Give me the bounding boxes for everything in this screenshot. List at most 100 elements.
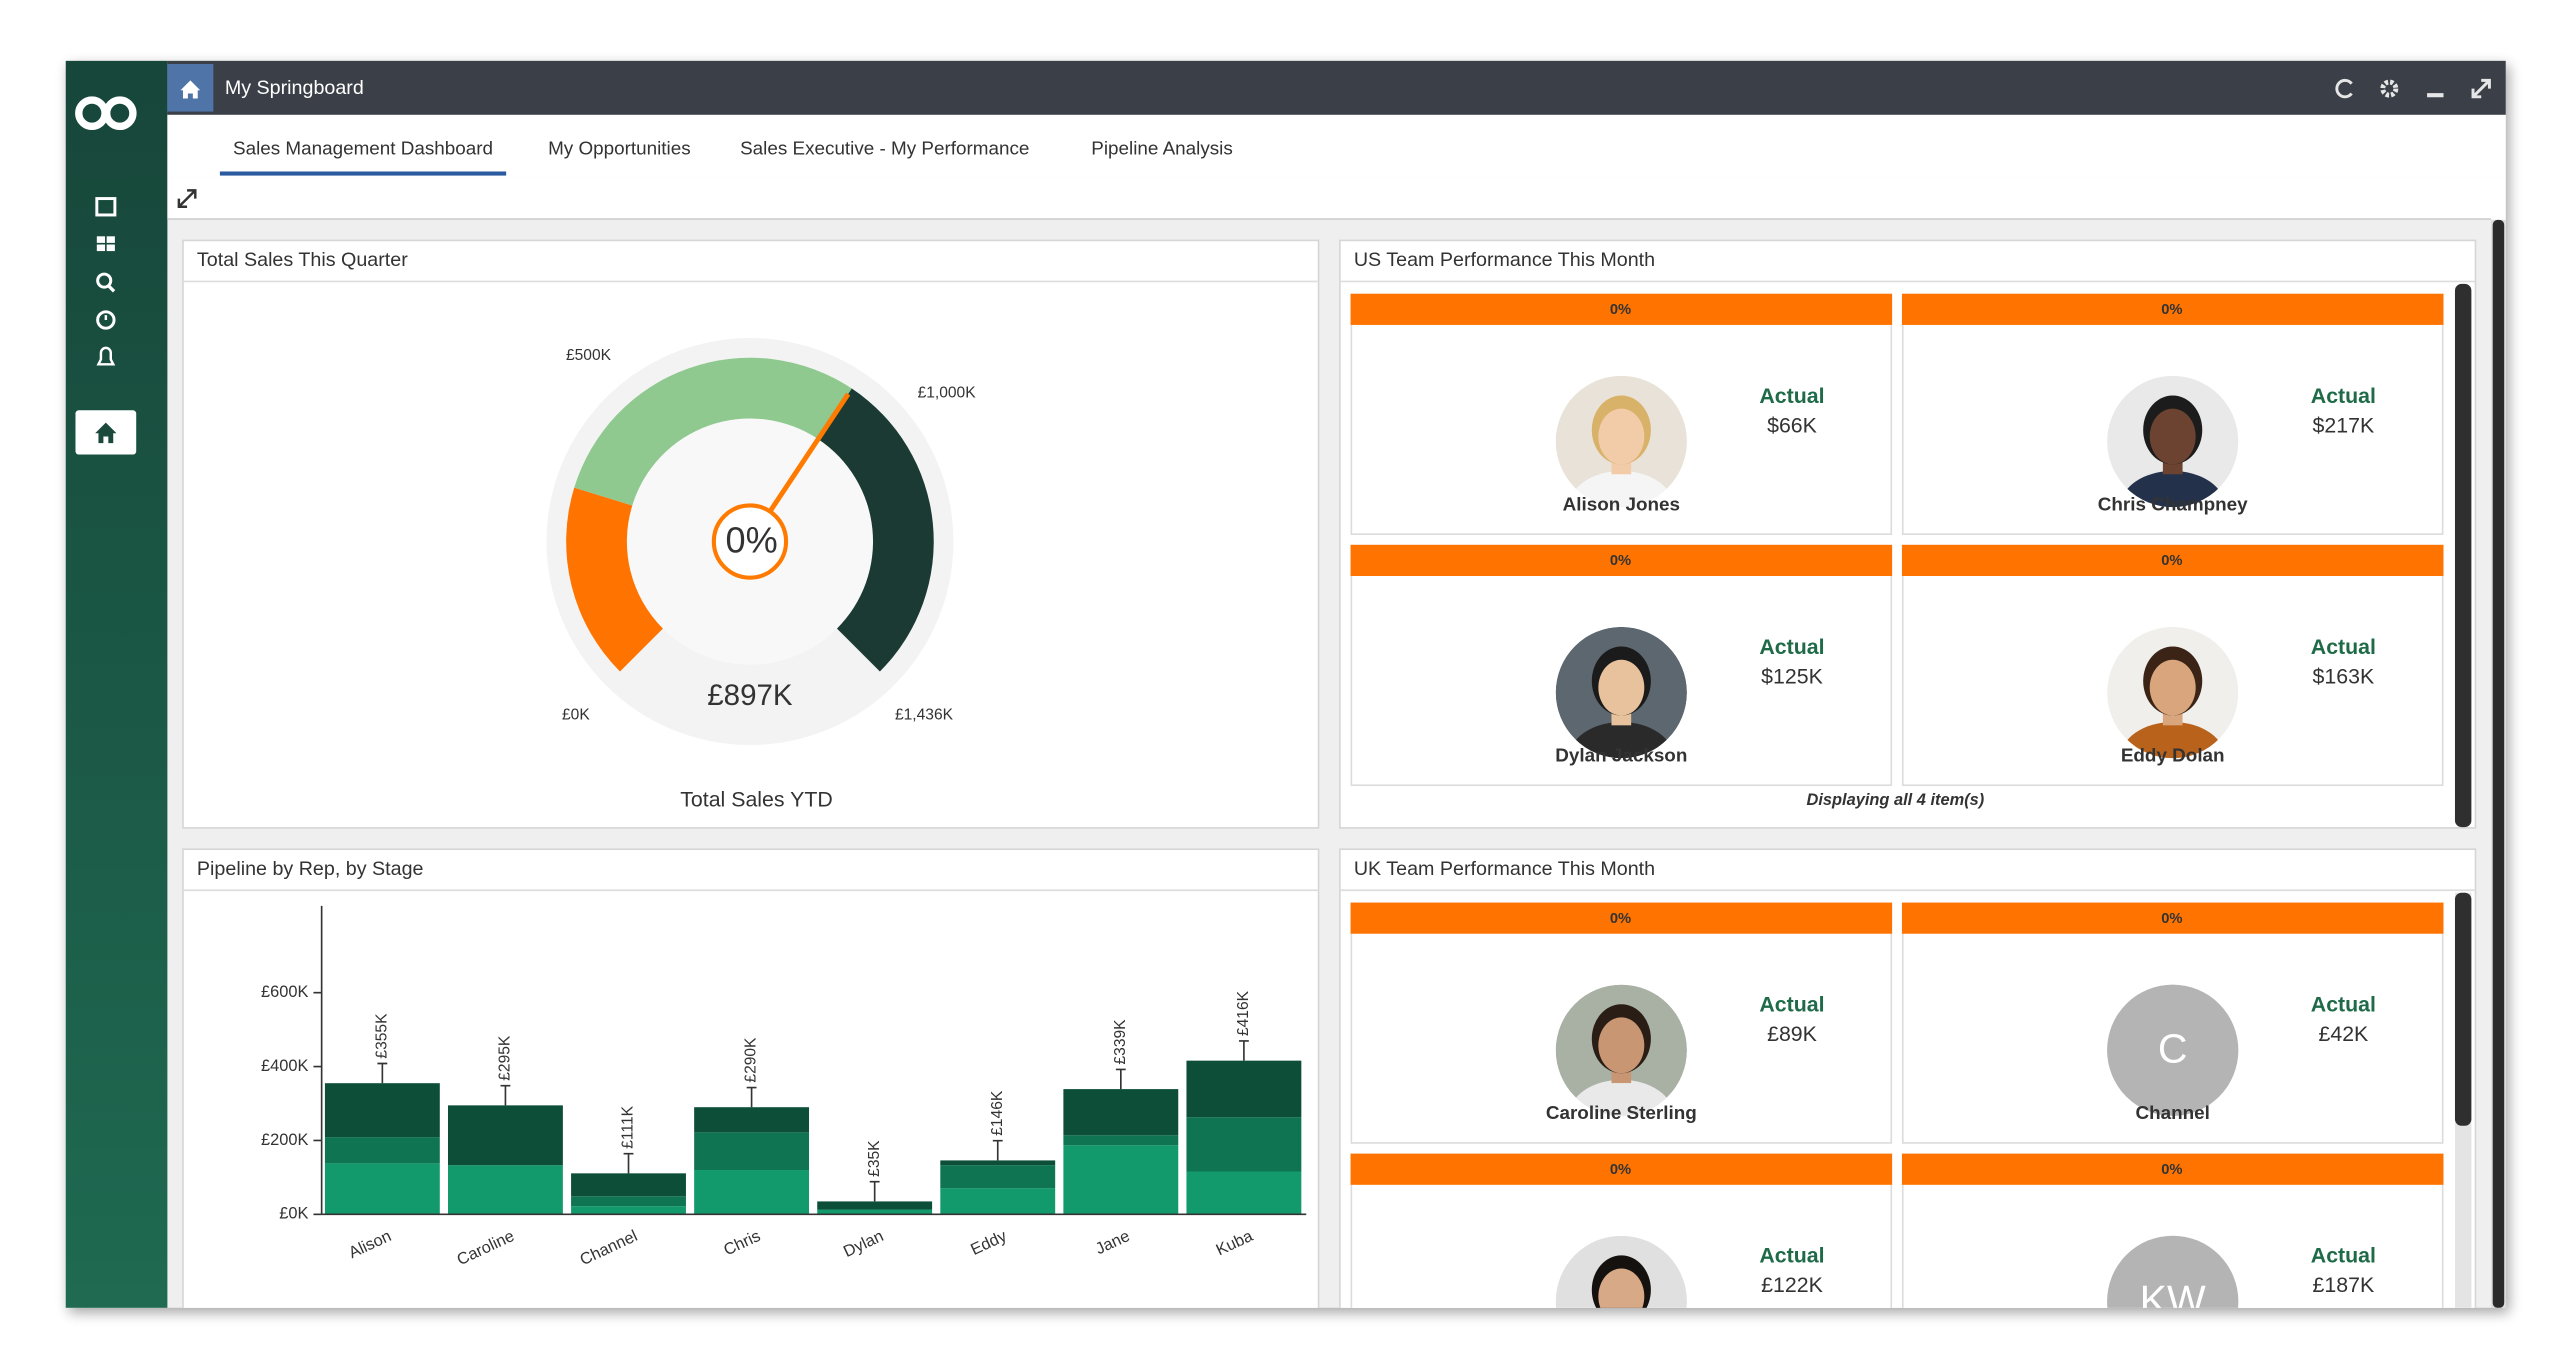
- avatar: [2107, 1235, 2239, 1308]
- icon-clock[interactable]: [96, 310, 116, 330]
- window: My Springboard Sales Management Dashboar…: [65, 60, 2506, 1365]
- bar-segment: [1063, 1135, 1179, 1146]
- toolbar: [167, 177, 2506, 220]
- icon-dashboard[interactable]: [95, 197, 117, 217]
- panel-title: Total Sales This Quarter: [197, 249, 408, 271]
- avatar-initials: KW: [2140, 1277, 2206, 1323]
- total-marker: [623, 1152, 634, 1174]
- bar-segment: [694, 1170, 810, 1215]
- metric-value: $125K: [1761, 664, 1823, 688]
- bar-segment: [1186, 1117, 1302, 1172]
- tab[interactable]: Sales Management Dashboard: [233, 137, 493, 158]
- avatar: [1555, 1235, 1687, 1365]
- bar-segment: [1063, 1089, 1179, 1136]
- metric-value: $66K: [1767, 413, 1817, 437]
- card-header: [1350, 544, 1893, 576]
- total-label: £35K: [866, 1140, 883, 1177]
- title-bar: [167, 60, 2506, 115]
- card-percent: 0%: [1610, 1162, 1631, 1178]
- tab[interactable]: My Opportunities: [548, 137, 691, 158]
- total-label: £290K: [743, 1037, 760, 1083]
- bar-segment: [571, 1206, 686, 1215]
- expand-button[interactable]: [177, 189, 197, 208]
- total-marker: [500, 1084, 511, 1106]
- settings-button[interactable]: [2380, 79, 2399, 98]
- avatar-shoulders: [1568, 470, 1674, 508]
- gauge-hub: [711, 503, 789, 580]
- gauge-tick-label: £1,436K: [895, 707, 954, 724]
- metric-value: $217K: [2313, 413, 2375, 437]
- y-tick-label: £0K: [279, 1205, 308, 1223]
- icon-bell[interactable]: [96, 346, 116, 366]
- metric-label: Actual: [2311, 384, 2376, 408]
- card-header: [1350, 293, 1893, 325]
- maximize-button[interactable]: [2471, 78, 2491, 99]
- icon-home-small: [180, 80, 201, 99]
- content: £0K £500K £1,000K £1,436K 0% £897K Total Sales…: [261, 293, 2444, 1365]
- icon-home: [95, 422, 117, 444]
- list-footer: Displaying all 4 item(s): [1806, 791, 1984, 809]
- panel-pipeline: [182, 848, 1320, 1308]
- total-marker: [1115, 1068, 1126, 1090]
- y-tick-label: £600K: [261, 983, 308, 1001]
- metric-value: £187K: [2313, 1273, 2375, 1297]
- metric-label: Actual: [2311, 635, 2376, 659]
- bar-segment: [1063, 1145, 1179, 1215]
- bar-segment: [324, 1083, 440, 1138]
- tab-bar: [167, 114, 2506, 178]
- active-tab-underline: [219, 171, 507, 176]
- window-title: My Springboard: [225, 77, 364, 99]
- total-label: £111K: [620, 1105, 637, 1148]
- avatar: [1555, 984, 1687, 1116]
- card-percent: 0%: [1610, 553, 1631, 569]
- metric-label: Actual: [1759, 384, 1824, 408]
- tab[interactable]: Pipeline Analysis: [1091, 137, 1233, 158]
- total-label: £339K: [1112, 1019, 1129, 1065]
- card-percent: 0%: [1610, 302, 1631, 318]
- bar-segment: [817, 1209, 933, 1215]
- refresh-button[interactable]: [2335, 78, 2353, 99]
- metric-value: £122K: [1761, 1273, 1823, 1297]
- metric-value: £89K: [1767, 1022, 1817, 1046]
- panel-title: UK Team Performance This Month: [1354, 858, 1655, 880]
- avatar-face: [2149, 408, 2196, 465]
- icon-grid[interactable]: [96, 236, 115, 252]
- bar-segment: [940, 1160, 1056, 1166]
- member-name: Alison Jones: [1563, 493, 1680, 514]
- gauge-tick-label: £500K: [566, 347, 612, 364]
- panel-scroll-thumb[interactable]: [2454, 892, 2472, 1126]
- panel-title: US Team Performance This Month: [1354, 249, 1655, 271]
- avatar-face: [1598, 1268, 1645, 1308]
- total-label: £295K: [497, 1035, 514, 1081]
- icon-search[interactable]: [96, 272, 116, 293]
- tab[interactable]: Sales Executive - My Performance: [740, 137, 1029, 158]
- avatar-shoulders: [1568, 722, 1674, 759]
- avatar-shoulders: [1569, 1331, 1674, 1365]
- member-name: Eddy Dolan: [2121, 744, 2225, 765]
- sidebar-icons[interactable]: [75, 197, 137, 455]
- bar-segment: [817, 1201, 933, 1210]
- panel-scroll-thumb[interactable]: [2454, 283, 2472, 828]
- metric-label: Actual: [1759, 1244, 1824, 1268]
- outer-scroll-thumb[interactable]: [2492, 219, 2505, 1308]
- avatar: [2107, 375, 2239, 508]
- avatar-face: [1598, 408, 1645, 465]
- metric-label: Actual: [2311, 993, 2376, 1017]
- bar-segment: [324, 1137, 440, 1164]
- total-marker: [377, 1062, 388, 1084]
- total-marker: [869, 1180, 880, 1202]
- avatar-shoulders: [2120, 470, 2226, 508]
- metric-label: Actual: [1759, 993, 1824, 1017]
- y-tick-label: £400K: [261, 1057, 308, 1075]
- metric-value: $163K: [2313, 664, 2375, 688]
- tabs: Sales Management Dashboard My Opportuniti…: [219, 137, 1233, 176]
- metric-value: £42K: [2318, 1022, 2368, 1046]
- window-controls[interactable]: [2335, 78, 2491, 99]
- card-header: [1350, 902, 1893, 934]
- bar-segment: [571, 1196, 686, 1207]
- card-header: [1901, 902, 2444, 934]
- bar-segment: [940, 1165, 1056, 1189]
- card-percent: 0%: [2161, 553, 2182, 569]
- y-tick-label: £200K: [261, 1131, 308, 1149]
